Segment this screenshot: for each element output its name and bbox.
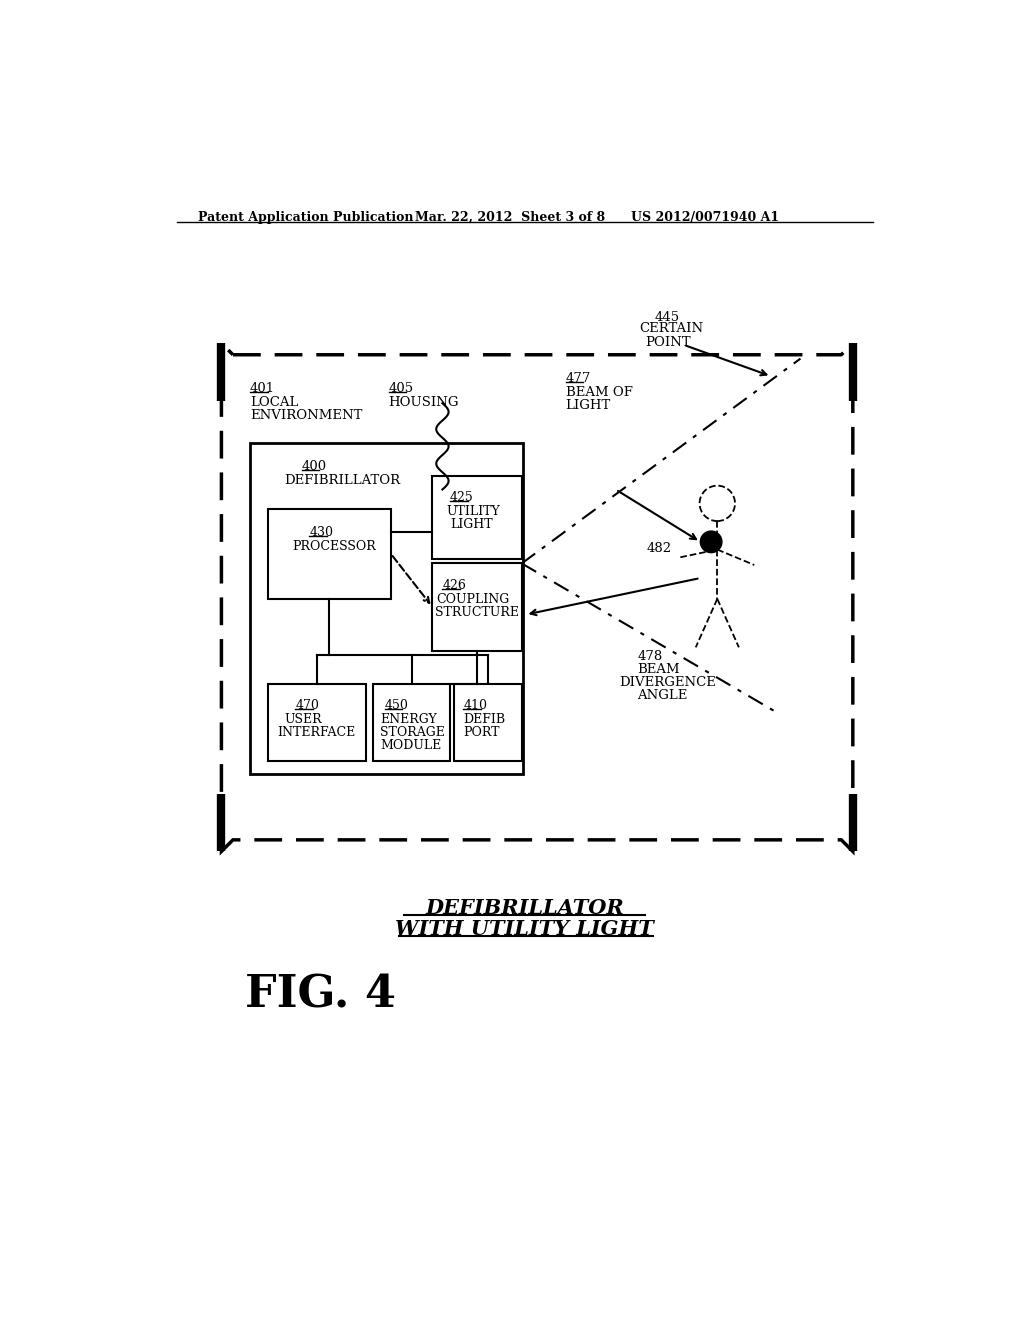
Text: 405: 405 [388,381,414,395]
Text: 450: 450 [385,700,409,711]
Text: UTILITY: UTILITY [446,506,500,517]
Text: 445: 445 [654,312,679,323]
Text: BEAM OF: BEAM OF [565,387,633,400]
Text: 430: 430 [309,527,333,540]
Text: 410: 410 [463,700,487,711]
Bar [432,562,521,651]
Text: INTERFACE: INTERFACE [276,726,355,739]
Text: ANGLE: ANGLE [637,689,687,702]
Bar [373,684,451,760]
Circle shape [700,531,722,553]
Text: LIGHT: LIGHT [451,517,493,531]
Text: FIG. 4: FIG. 4 [245,973,395,1016]
Text: DEFIBRILLATOR: DEFIBRILLATOR [425,898,625,917]
Text: 478: 478 [637,649,663,663]
Text: DIVERGENCE: DIVERGENCE [620,676,717,689]
Text: 401: 401 [250,381,275,395]
Text: 477: 477 [565,372,591,385]
Bar [267,508,391,599]
Bar [432,475,521,558]
Text: WITH UTILITY LIGHT: WITH UTILITY LIGHT [395,919,654,939]
Text: CERTAIN: CERTAIN [639,322,702,335]
Bar [267,684,367,760]
Text: POINT: POINT [645,335,690,348]
Bar [250,444,523,775]
Text: 426: 426 [442,579,466,591]
Text: HOUSING: HOUSING [388,396,459,409]
Text: 470: 470 [295,700,319,711]
Text: PROCESSOR: PROCESSOR [292,540,376,553]
Text: COUPLING: COUPLING [436,593,510,606]
Text: 400: 400 [301,461,327,474]
Text: BEAM: BEAM [637,663,680,676]
Text: PORT: PORT [463,726,500,739]
Text: Patent Application Publication: Patent Application Publication [199,211,414,224]
Text: STRUCTURE: STRUCTURE [435,606,519,619]
Text: DEFIBRILLATOR: DEFIBRILLATOR [285,474,400,487]
Text: ENERGY: ENERGY [380,713,437,726]
Text: STORAGE: STORAGE [380,726,444,739]
Bar [454,684,521,760]
Text: 482: 482 [647,543,672,554]
Text: US 2012/0071940 A1: US 2012/0071940 A1 [631,211,779,224]
Text: LIGHT: LIGHT [565,400,611,412]
Text: USER: USER [285,713,323,726]
Text: Mar. 22, 2012  Sheet 3 of 8: Mar. 22, 2012 Sheet 3 of 8 [416,211,605,224]
Text: MODULE: MODULE [380,739,441,752]
Text: DEFIB: DEFIB [463,713,505,726]
Text: LOCAL: LOCAL [250,396,298,409]
Text: 425: 425 [451,491,474,504]
Text: ENVIRONMENT: ENVIRONMENT [250,409,362,421]
